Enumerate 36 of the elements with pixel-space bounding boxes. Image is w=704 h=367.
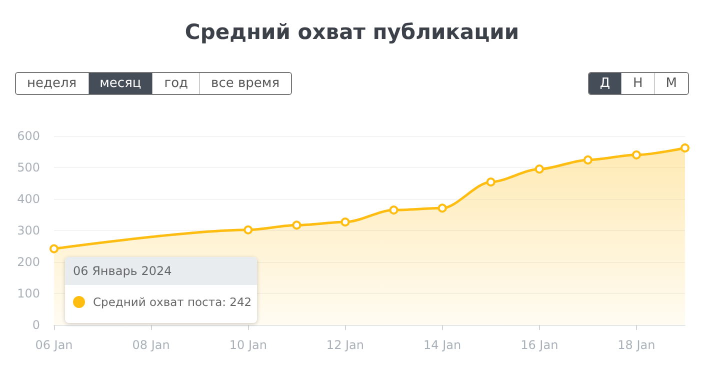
text: Н <box>621 73 654 94</box>
text: М <box>654 73 688 94</box>
y-tick-label: 600 <box>17 129 40 143</box>
x-tick-label: 06 Jan <box>35 338 73 352</box>
x-tick-label: 12 Jan <box>326 338 364 352</box>
point <box>486 177 496 186</box>
point <box>340 217 350 226</box>
text: месяц <box>88 73 152 94</box>
x-tick-label: 16 Jan <box>520 338 558 352</box>
point <box>680 143 690 152</box>
y-tick-label: 300 <box>17 224 40 238</box>
point <box>292 220 302 230</box>
annotation: Средний охват поста: 242 <box>93 294 252 309</box>
x-tick-label: 10 Jan <box>229 338 267 352</box>
point <box>438 204 447 213</box>
text: Д <box>588 73 621 94</box>
x-tick-label: 14 Jan <box>424 338 462 352</box>
text: год <box>152 73 200 94</box>
text: неделя <box>16 73 88 94</box>
y-tick-label: 0 <box>32 318 40 332</box>
x-tick-label: 08 Jan <box>132 338 170 352</box>
x-tick-label: 18 Jan <box>618 338 656 352</box>
chart-title: Средний охват публикации <box>184 20 520 44</box>
point <box>632 150 641 160</box>
y-tick-label: 100 <box>17 286 40 300</box>
text: все время <box>199 73 291 94</box>
y-tick-label: 200 <box>17 255 40 269</box>
point <box>389 206 398 215</box>
point <box>534 164 544 174</box>
point <box>244 225 253 234</box>
point <box>583 155 592 164</box>
tooltip-card: 06 Январь 2024 Средний охват поста: 242 <box>65 256 257 323</box>
y-tick-label: 400 <box>17 192 40 206</box>
y-tick-label: 500 <box>17 160 40 174</box>
annotation: 06 Январь 2024 <box>65 256 257 285</box>
point <box>50 244 58 254</box>
